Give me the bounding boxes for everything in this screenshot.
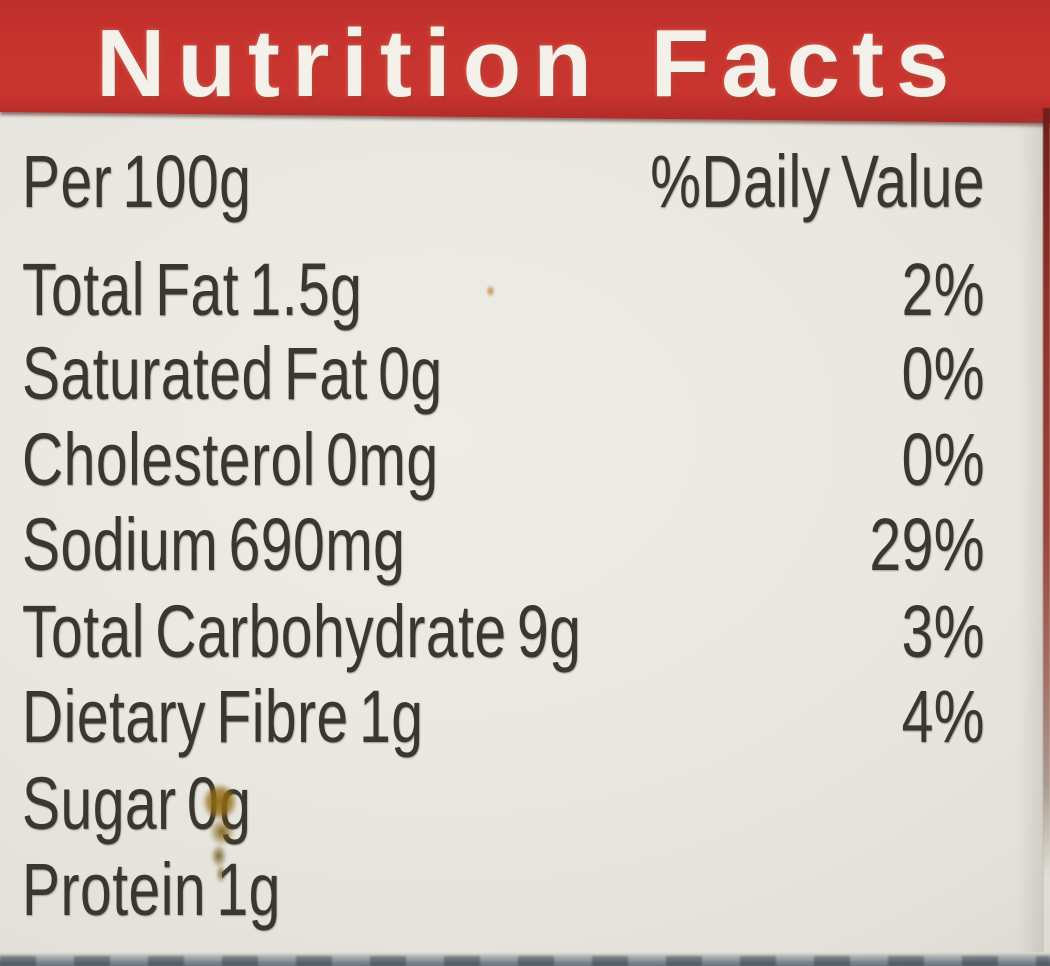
bottom-photo-edge <box>0 952 1050 966</box>
nutrient-label: Sodium 690mg <box>22 503 406 587</box>
serving-size: Per 100g <box>22 140 252 224</box>
nutrient-row-protein: Protein 1g <box>22 853 985 928</box>
nutrient-row-cholesterol: Cholesterol 0mg 0% <box>22 418 985 502</box>
right-label-wrap-edge <box>1043 108 1050 878</box>
nutrient-percent: 29% <box>869 503 985 587</box>
header-band: Nutrition Facts <box>0 0 1050 123</box>
nutrient-row-sugar: Sugar 0g <box>22 767 985 842</box>
nutrient-percent: 2% <box>901 248 985 332</box>
daily-value-header: %Daily Value <box>650 140 985 224</box>
nutrient-label: Dietary Fibre 1g <box>22 675 424 759</box>
label-title: Nutrition Facts <box>96 10 962 117</box>
nutrient-percent: 3% <box>901 590 985 674</box>
nutrient-row-carbohydrate: Total Carbohydrate 9g 3% <box>22 590 985 674</box>
stain-mark <box>194 784 248 884</box>
nutrient-label: Total Fat 1.5g <box>22 248 363 332</box>
serving-header-row: Per 100g %Daily Value <box>22 140 985 224</box>
nutrient-row-total-fat: Total Fat 1.5g 2% <box>22 248 985 332</box>
bottom-edge-texture <box>0 956 1050 966</box>
header-band-wrap: Nutrition Facts <box>0 0 1050 140</box>
nutrient-percent: 4% <box>901 675 985 759</box>
nutrient-row-sodium: Sodium 690mg 29% <box>22 503 985 587</box>
nutrient-row-dietary-fibre: Dietary Fibre 1g 4% <box>22 675 985 759</box>
nutrient-percent: 0% <box>901 418 985 502</box>
nutrient-percent: 0% <box>901 332 985 416</box>
speck-mark <box>486 285 495 297</box>
nutrient-row-saturated-fat: Saturated Fat 0g 0% <box>22 332 985 416</box>
nutrient-label: Saturated Fat 0g <box>22 332 443 416</box>
right-edge-shadow <box>1018 118 1044 952</box>
nutrient-label: Cholesterol 0mg <box>22 418 439 502</box>
nutrient-label: Total Carbohydrate 9g <box>22 590 582 674</box>
